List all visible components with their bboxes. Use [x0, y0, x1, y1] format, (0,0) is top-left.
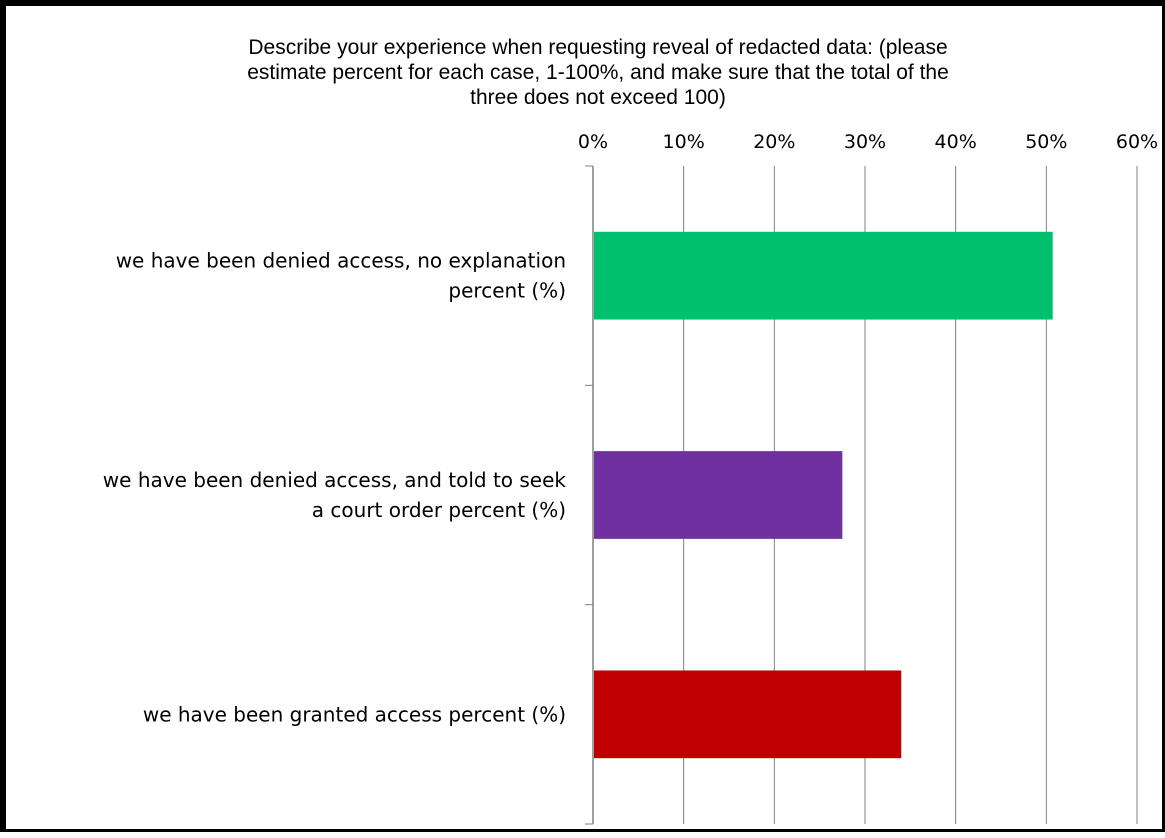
x-tick-label: 0%	[578, 131, 608, 153]
chart-canvas: Describe your experience when requesting…	[103, 36, 1158, 825]
x-tick-label: 20%	[753, 131, 795, 153]
x-tick-label: 10%	[663, 131, 705, 153]
x-tick-label: 30%	[844, 131, 886, 153]
category-label: we have been denied access, and told to …	[103, 468, 567, 492]
category-label: we have been denied access, no explanati…	[116, 249, 566, 273]
bar	[594, 451, 843, 539]
chart-title-line: Describe your experience when requesting…	[248, 36, 947, 59]
x-tick-label: 40%	[935, 131, 977, 153]
chart-title-line: three does not exceed 100)	[470, 86, 726, 109]
category-label: a court order percent (%)	[312, 498, 566, 522]
bar	[594, 670, 902, 759]
chart-title-line: estimate percent for each case, 1-100%, …	[247, 61, 949, 84]
category-label: percent (%)	[448, 279, 566, 303]
x-tick-label: 50%	[1025, 131, 1067, 153]
x-tick-label: 60%	[1116, 131, 1158, 153]
category-label: we have been granted access percent (%)	[143, 702, 566, 726]
bar	[594, 231, 1053, 320]
